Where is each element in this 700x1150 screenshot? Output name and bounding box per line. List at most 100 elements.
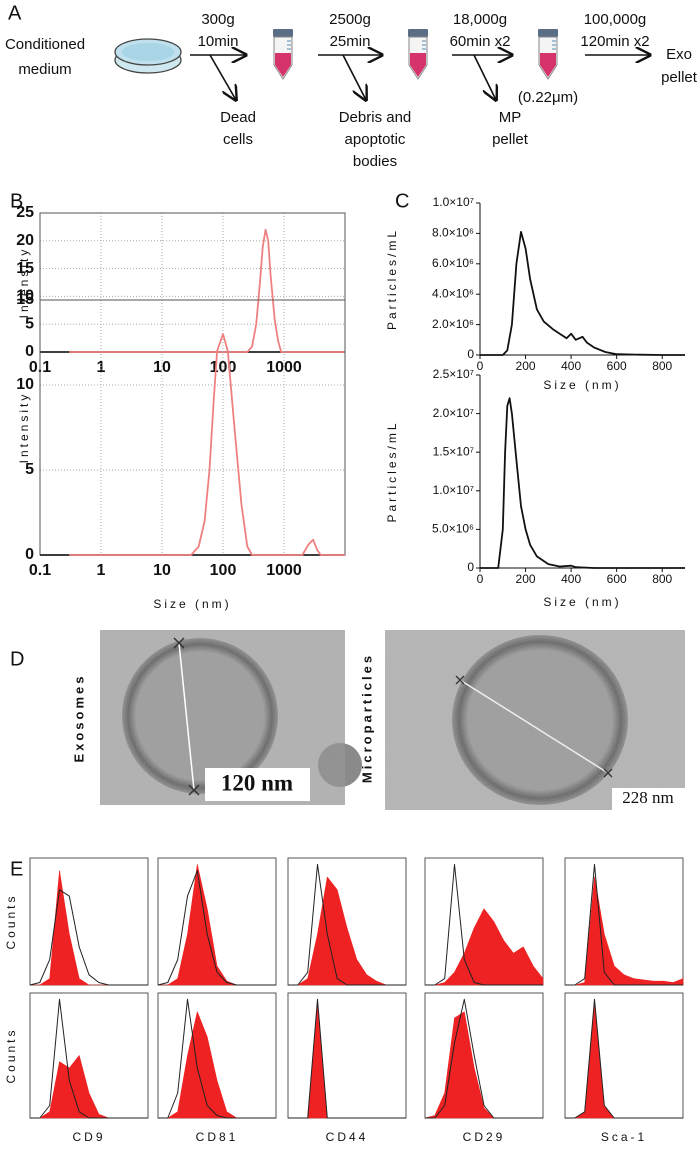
- line: [29, 889, 148, 986]
- y-tick-label: 0: [467, 347, 474, 361]
- micrograph: [100, 630, 362, 805]
- end-label: pellet: [661, 69, 698, 86]
- x-tick-label: 1: [97, 562, 106, 579]
- line: [69, 333, 345, 556]
- y-tick-label: 15: [16, 291, 34, 308]
- x-tick-label: 10: [153, 562, 171, 579]
- y-tick-label: 2.0×10⁷: [433, 406, 474, 420]
- x-axis-label: CD44: [326, 1130, 369, 1144]
- micrograph: [385, 630, 685, 810]
- waste: Debris and: [339, 109, 412, 126]
- scale-label: 120 nm: [221, 770, 293, 795]
- time: 60min x2: [450, 33, 511, 50]
- plot-frame: [39, 299, 346, 556]
- x-axis-label: CD9: [72, 1130, 105, 1144]
- y-tick-label: 1.5×10⁷: [433, 444, 474, 458]
- area: [287, 876, 407, 986]
- x-axis-label: Sca-1: [601, 1130, 647, 1144]
- y-tick-label: 1.0×10⁷: [433, 483, 474, 497]
- area: [157, 864, 277, 986]
- x-tick-label: 0.1: [29, 562, 51, 579]
- line: [157, 870, 276, 986]
- x-tick-label: 1000: [266, 562, 302, 579]
- x-axis-label: CD81: [196, 1130, 239, 1144]
- y-axis-label: Intensity: [17, 247, 31, 319]
- plot-frame: [287, 992, 407, 1119]
- y-tick-label: 10: [16, 376, 34, 393]
- tube: [537, 28, 559, 80]
- area: [287, 1005, 407, 1119]
- waste: apoptotic: [345, 131, 406, 148]
- speed: 300g: [201, 11, 234, 28]
- x-tick-label: 400: [561, 572, 581, 586]
- tube: [272, 28, 294, 80]
- y-tick-label: 20: [16, 232, 34, 249]
- line: [69, 228, 345, 353]
- x-axis-label: Size (nm): [543, 595, 621, 609]
- panel-label: D: [10, 648, 24, 670]
- y-tick-label: 1.0×10⁷: [433, 195, 474, 209]
- area: [564, 1005, 684, 1119]
- panel-label: A: [8, 2, 22, 24]
- time: 10min: [198, 33, 239, 50]
- waste: bodies: [353, 153, 397, 170]
- x-tick-label: 100: [210, 562, 237, 579]
- waste: pellet: [492, 131, 529, 148]
- x-tick-label: 200: [516, 359, 536, 373]
- plot-frame: [29, 857, 149, 986]
- y-tick-label: 15: [16, 260, 34, 277]
- y-axis-label: Particles/mL: [385, 420, 399, 522]
- panel-label: B: [10, 190, 23, 212]
- area: [29, 870, 149, 986]
- y-tick-label: 6.0×10⁶: [432, 256, 474, 270]
- scale-label: 228 nm: [622, 788, 673, 807]
- x-tick-label: 800: [652, 572, 672, 586]
- arrow: [209, 54, 236, 100]
- waste: MP: [499, 109, 522, 126]
- area: [157, 1011, 277, 1119]
- line: [288, 863, 406, 986]
- area: [424, 1011, 544, 1119]
- panel-label: E: [10, 858, 23, 880]
- y-axis-label: Particles/mL: [385, 228, 399, 330]
- arrow: [473, 54, 496, 100]
- y-tick-label: 4.0×10⁶: [432, 286, 474, 300]
- x-axis-label: Size (nm): [543, 378, 621, 392]
- line: [565, 863, 683, 986]
- area: [424, 908, 544, 986]
- time: 120min x2: [580, 33, 649, 50]
- speed: 100,000g: [584, 11, 647, 28]
- y-tick-label: 25: [16, 204, 34, 221]
- area: [564, 876, 684, 986]
- x-tick-label: 0: [477, 572, 484, 586]
- x-tick-label: 400: [561, 359, 581, 373]
- y-tick-label: 10: [16, 288, 34, 305]
- dish: [114, 38, 182, 74]
- y-tick-label: 0: [25, 343, 34, 360]
- y-axis-label: Counts: [4, 1027, 18, 1083]
- y-tick-label: 5: [25, 315, 34, 332]
- x-tick-label: 1: [97, 359, 106, 376]
- end-label: Exo: [666, 46, 692, 63]
- x-tick-label: 100: [210, 359, 237, 376]
- y-tick-label: 0: [25, 546, 34, 563]
- speed: 18,000g: [453, 11, 507, 28]
- plot-frame: [564, 992, 684, 1119]
- x-axis-label: CD29: [463, 1130, 506, 1144]
- plot-frame: [564, 857, 684, 986]
- line: [425, 998, 543, 1119]
- x-tick-label: 800: [652, 359, 672, 373]
- filter: (0.22μm): [518, 89, 578, 106]
- start-label: medium: [18, 61, 71, 78]
- x-tick-label: 600: [607, 359, 627, 373]
- line: [480, 397, 685, 569]
- line: [565, 998, 683, 1119]
- y-tick-label: 5: [25, 461, 34, 478]
- y-tick-label: 2.0×10⁶: [432, 317, 474, 331]
- line: [158, 998, 276, 1119]
- start-label: Conditioned: [5, 36, 85, 53]
- plot-frame: [39, 212, 346, 353]
- y-tick-label: 2.5×10⁷: [433, 367, 474, 381]
- y-tick-label: 0: [467, 560, 474, 574]
